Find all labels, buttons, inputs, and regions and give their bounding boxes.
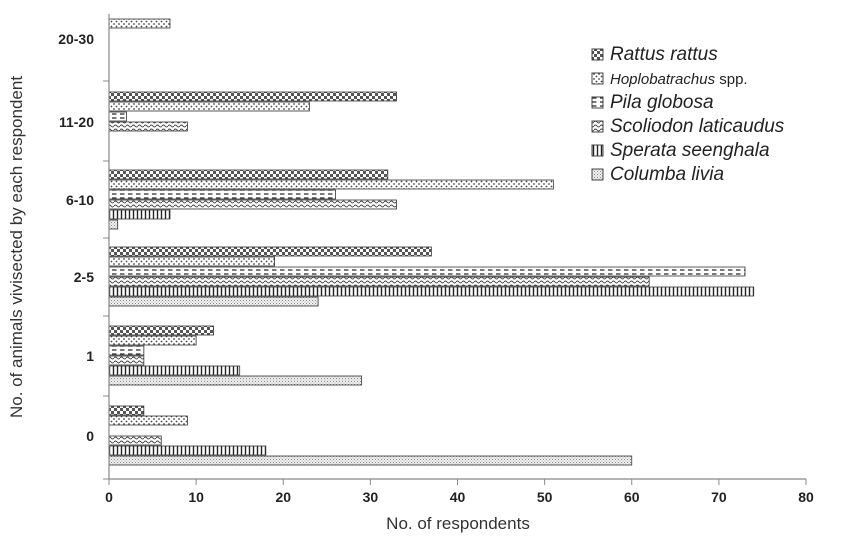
- bar-hoplobatrachus-spp--20-30: [108, 18, 171, 29]
- x-tick-label: 30: [363, 489, 379, 505]
- x-axis-title: No. of respondents: [386, 514, 530, 533]
- bar-columba-livia-0: [108, 455, 633, 466]
- bar-rattus-rattus-0: [108, 405, 145, 416]
- y-category-label: 6-10: [66, 192, 94, 208]
- legend-swatch: [591, 72, 604, 85]
- legend-label: Sperata seenghala: [610, 140, 770, 161]
- x-tick-label: 60: [624, 489, 640, 505]
- x-tick-label: 80: [798, 489, 814, 505]
- bar-rattus-rattus-6-10: [108, 169, 389, 180]
- bar-scoliodon-laticaudus-6-10: [108, 199, 397, 210]
- x-tick-label: 20: [275, 489, 291, 505]
- legend-swatch: [591, 168, 604, 181]
- y-categories-group: 0 1 2-5 6-10 11-20 20-30: [58, 31, 109, 480]
- y-axis-title: No. of animals vivisected by each respon…: [7, 76, 26, 418]
- legend-swatch: [591, 48, 604, 61]
- x-tick-label: 10: [188, 489, 204, 505]
- bar-rattus-rattus-1: [108, 325, 214, 336]
- legend-label: Scoliodon laticaudus: [610, 116, 785, 137]
- bar-sperata-seenghala-0: [108, 445, 267, 456]
- x-tick-label: 0: [105, 489, 113, 505]
- y-category-label: 2-5: [74, 269, 94, 285]
- legend-swatch: [591, 144, 604, 157]
- bar-hoplobatrachus-spp--2-5: [108, 256, 275, 267]
- bar-pila-globosa-6-10: [108, 189, 336, 200]
- x-tick-label: 70: [711, 489, 727, 505]
- bar-columba-livia-2-5: [108, 296, 319, 307]
- y-category-label: 1: [86, 348, 94, 364]
- bar-pila-globosa-2-5: [108, 266, 746, 277]
- bar-scoliodon-laticaudus-0: [108, 435, 162, 446]
- bar-columba-livia-6-10: [108, 219, 119, 230]
- bar-scoliodon-laticaudus-1: [108, 355, 145, 366]
- legend-label: Columba livia: [610, 164, 724, 185]
- bar-scoliodon-laticaudus-11-20: [108, 121, 188, 132]
- y-category-label: 20-30: [58, 31, 94, 47]
- bar-hoplobatrachus-spp--1: [108, 335, 197, 346]
- bar-hoplobatrachus-spp--6-10: [108, 179, 554, 190]
- bar-pila-globosa-1: [108, 345, 145, 356]
- bar-pila-globosa-11-20: [108, 111, 127, 122]
- x-tick-label: 40: [450, 489, 466, 505]
- x-ticks-group: 0 10 20 30 40 50 60 70 80: [105, 479, 814, 505]
- legend-label: Rattus rattus: [610, 44, 718, 65]
- bar-rattus-rattus-11-20: [108, 91, 397, 102]
- legend-label: Pila globosa: [610, 92, 714, 113]
- legend: Rattus rattus Hoplobatrachus spp. Pila glo…: [591, 44, 785, 185]
- bar-sperata-seenghala-2-5: [108, 286, 755, 297]
- legend-swatch: [591, 120, 604, 133]
- bar-rattus-rattus-2-5: [108, 246, 432, 257]
- legend-swatch: [591, 96, 604, 109]
- bar-hoplobatrachus-spp--11-20: [108, 101, 310, 112]
- bar-hoplobatrachus-spp--0: [108, 415, 188, 426]
- y-category-label: 0: [86, 428, 94, 444]
- bar-sperata-seenghala-6-10: [108, 209, 171, 220]
- bar-columba-livia-1: [108, 375, 363, 386]
- bars-group: [108, 18, 755, 466]
- y-category-label: 11-20: [59, 114, 94, 130]
- bar-sperata-seenghala-1: [108, 365, 241, 376]
- x-tick-label: 50: [537, 489, 553, 505]
- bar-scoliodon-laticaudus-2-5: [108, 276, 650, 287]
- legend-label: Hoplobatrachus spp.: [610, 71, 748, 88]
